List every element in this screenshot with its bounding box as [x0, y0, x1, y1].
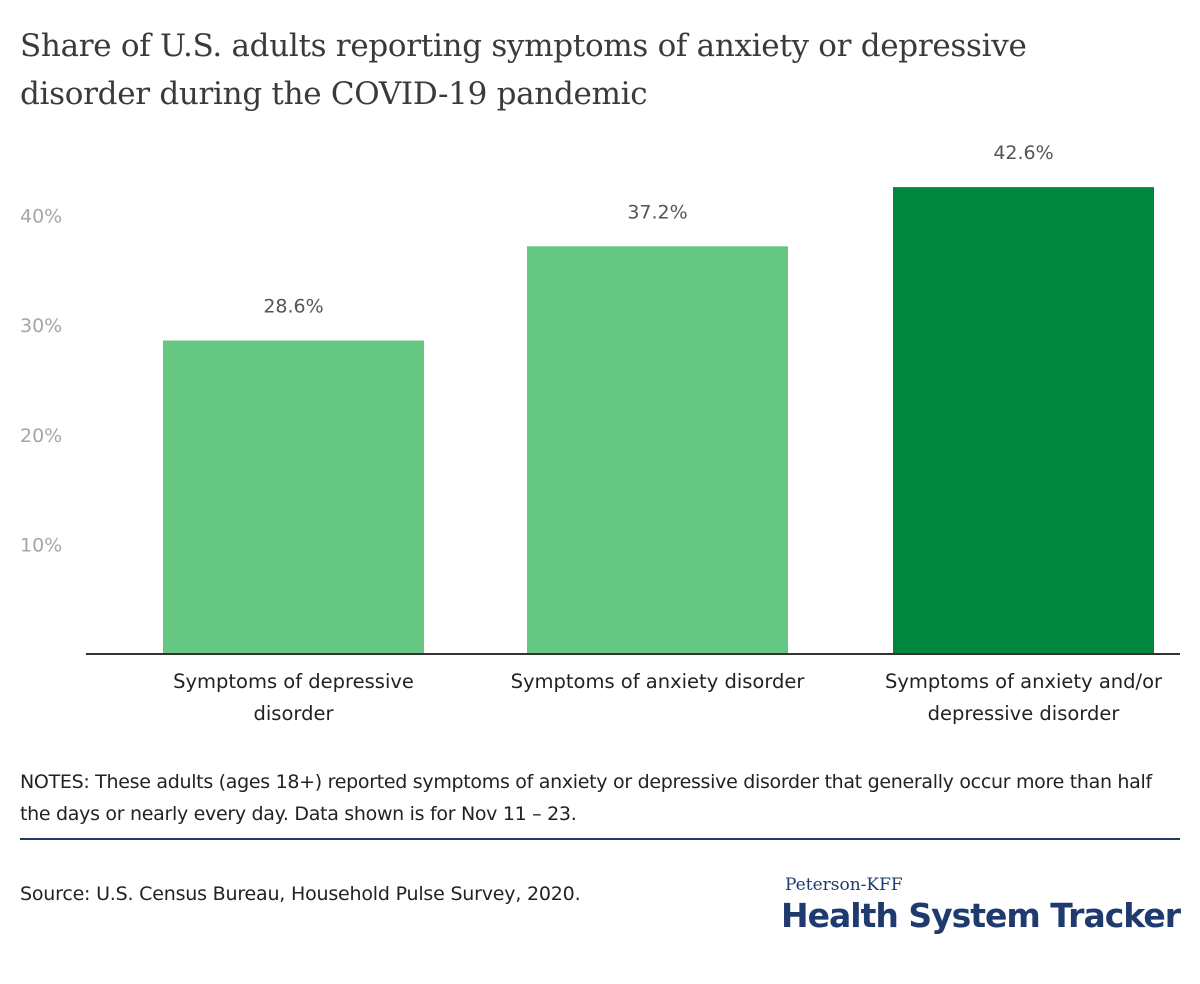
chart-notes: NOTES: These adults (ages 18+) reported … [20, 771, 1152, 825]
bar-value-label: 42.6% [993, 142, 1053, 164]
y-tick-label: 40% [20, 206, 62, 228]
y-tick-label: 30% [20, 315, 62, 337]
bar-value-label: 28.6% [263, 296, 323, 318]
x-category-label: Symptoms of anxiety disorder [510, 670, 805, 693]
bars [163, 187, 1154, 654]
x-category-label: Symptoms of depressive disorder [173, 670, 414, 725]
peterson-kff-logo: Peterson-KFF Health System Tracker [781, 874, 1181, 936]
x-category-label: Symptoms of anxiety and/or depressive di… [884, 670, 1163, 725]
logo-health-system-tracker-text: Health System Tracker [781, 896, 1181, 935]
data-labels: 28.6% 37.2% 42.6% [263, 142, 1053, 317]
chart-title: Share of U.S. adults reporting symptoms … [20, 28, 1027, 112]
logo-peterson-kff-text: Peterson-KFF [785, 875, 903, 895]
footer-divider [20, 838, 1180, 840]
bar [893, 187, 1154, 654]
bar [163, 340, 424, 654]
bar [527, 246, 788, 654]
y-axis-ticks: 10% 20% 30% 40% [20, 206, 62, 557]
y-tick-label: 10% [20, 534, 62, 556]
chart-source: Source: U.S. Census Bureau, Household Pu… [20, 883, 581, 905]
y-tick-label: 20% [20, 425, 62, 447]
bar-value-label: 37.2% [627, 201, 687, 223]
